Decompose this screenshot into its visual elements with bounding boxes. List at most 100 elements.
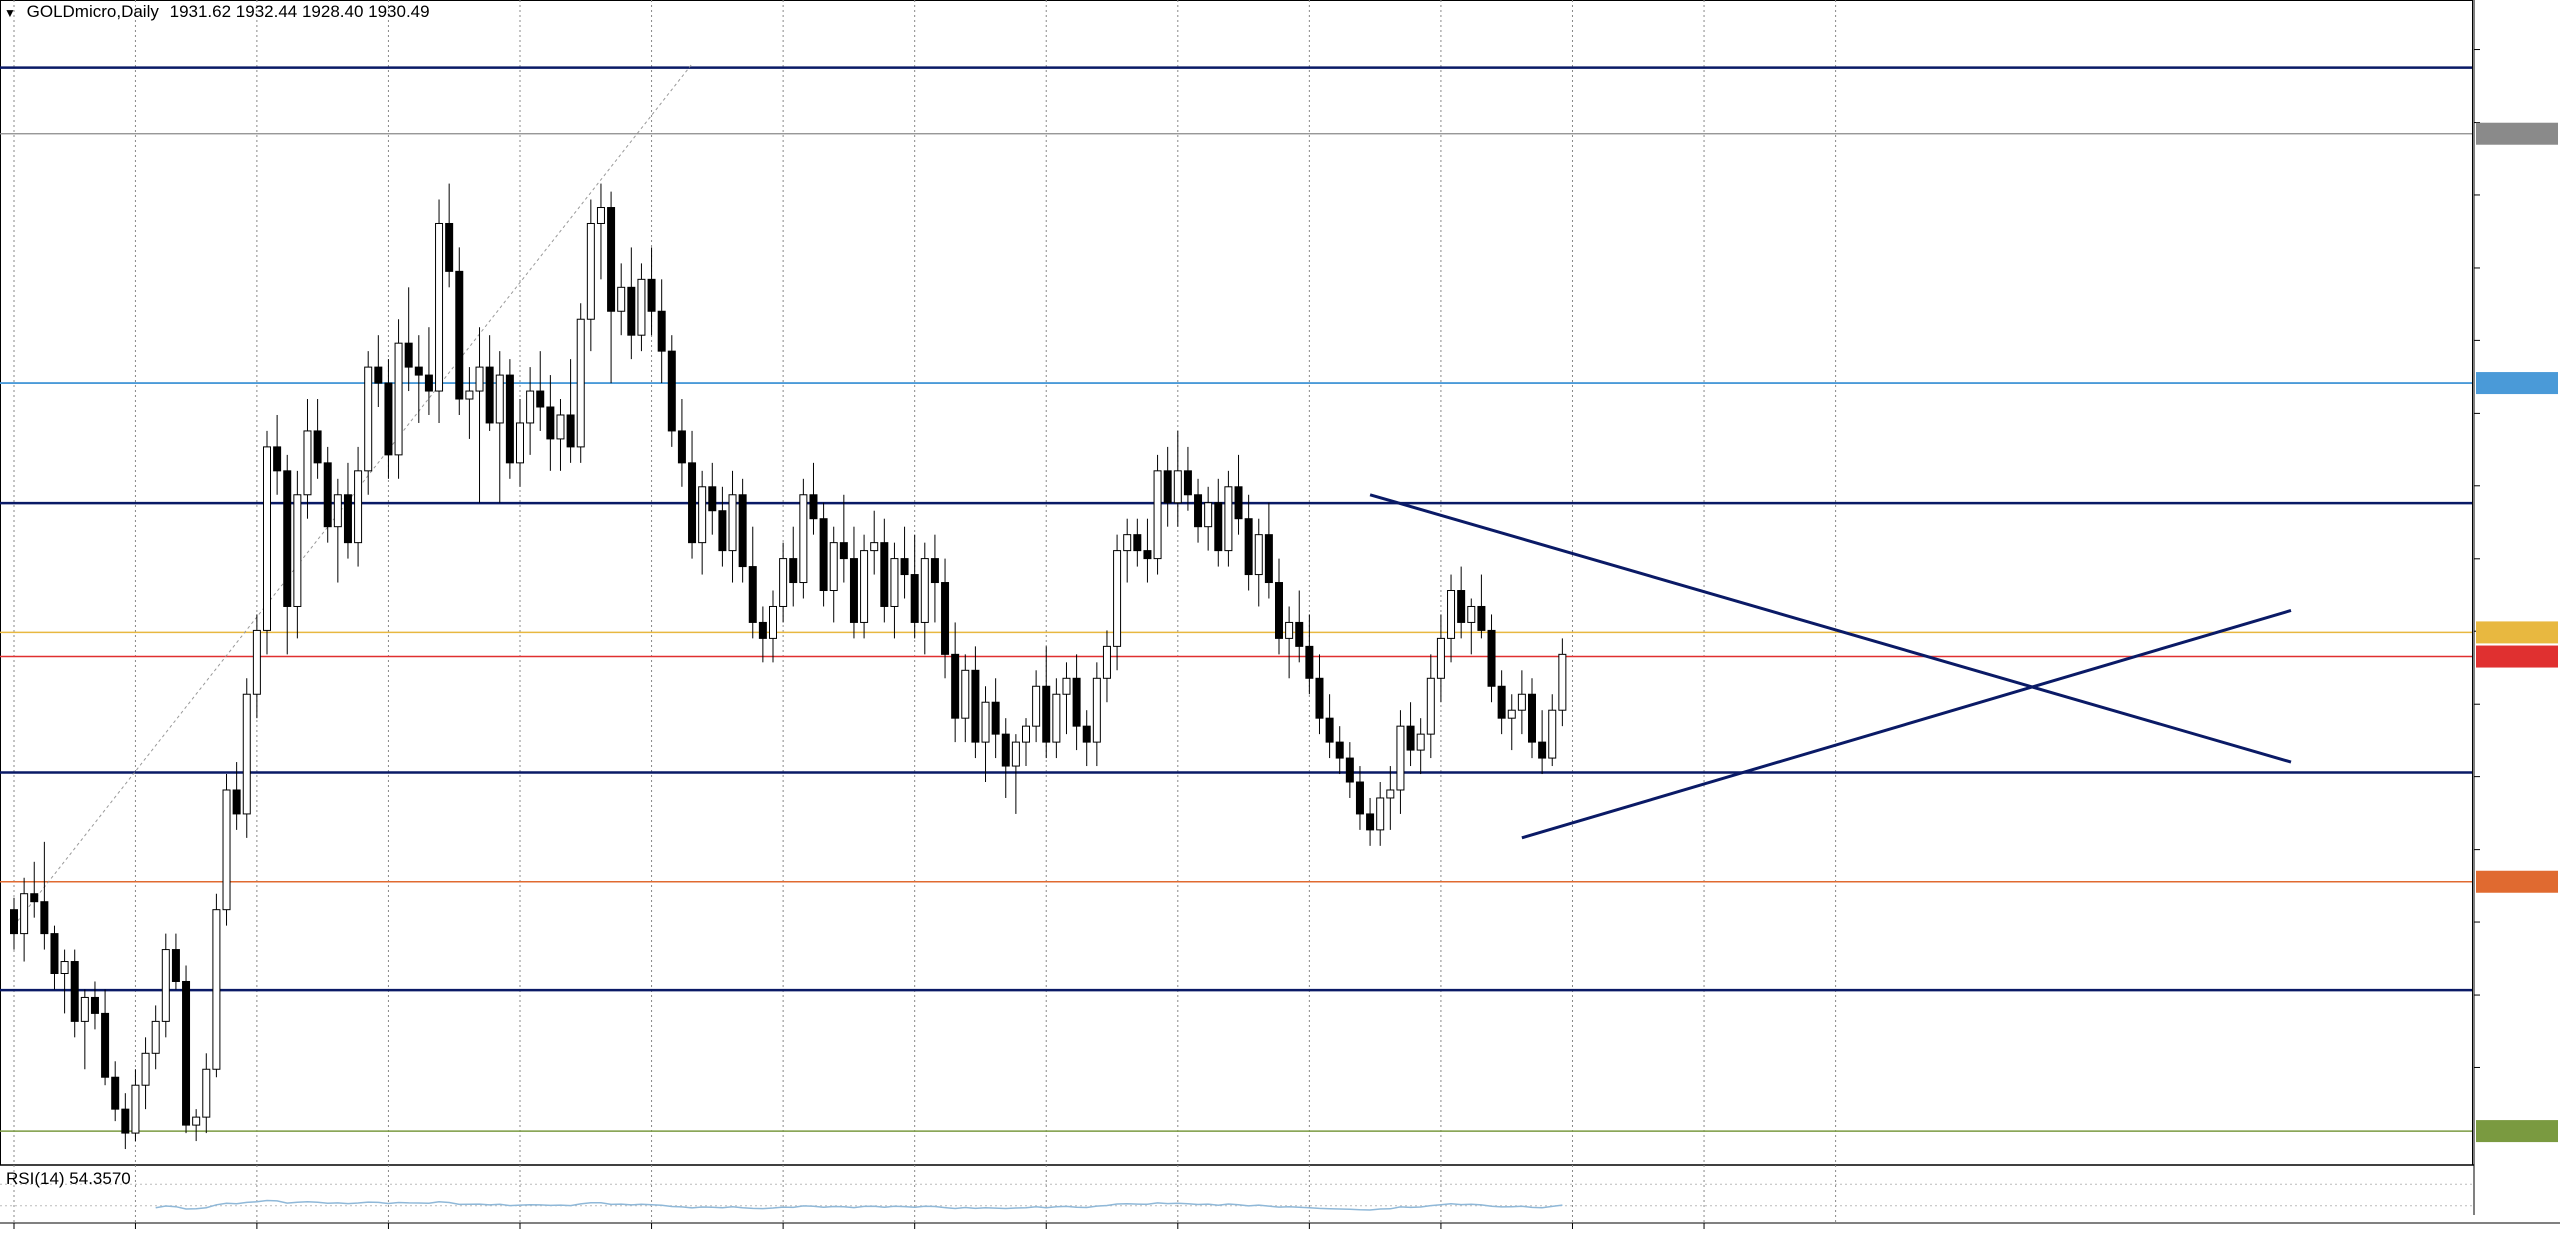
candle	[769, 590, 777, 663]
candle	[394, 319, 403, 479]
bear-candle-body	[50, 933, 59, 975]
candle	[1204, 486, 1213, 551]
candle	[161, 933, 170, 1038]
bear-candle-body	[1335, 741, 1344, 759]
candle	[586, 199, 595, 352]
dropdown-triangle-icon[interactable]: ▼	[4, 5, 16, 20]
candle	[455, 247, 464, 415]
bear-candle-body	[1133, 534, 1142, 552]
candle	[1528, 678, 1536, 759]
candle	[677, 399, 686, 487]
candle	[101, 989, 110, 1086]
bull-candle-body	[1254, 534, 1263, 576]
bear-candle-body	[971, 669, 980, 743]
candle	[1386, 766, 1395, 830]
candle	[182, 965, 191, 1134]
price-tag	[2476, 122, 2558, 145]
fib-anchor-line	[13, 63, 693, 926]
bull-candle-body	[20, 893, 29, 935]
bear-candle-body	[1487, 629, 1496, 687]
candle	[303, 399, 312, 519]
bull-candle-body	[829, 542, 838, 592]
bull-candle-body	[860, 550, 869, 623]
candle	[1153, 454, 1162, 575]
candle	[971, 646, 980, 759]
candle	[880, 518, 889, 623]
candle	[607, 191, 616, 384]
candle	[779, 542, 788, 623]
candle	[566, 359, 575, 463]
bear-candle-body	[1183, 470, 1192, 496]
bear-candle-body	[758, 621, 767, 639]
candle	[263, 430, 271, 655]
bear-candle-body	[1457, 590, 1466, 623]
bear-candle-body	[647, 278, 656, 312]
bear-candle-body	[910, 574, 919, 623]
candle	[485, 335, 494, 431]
bear-candle-body	[1194, 494, 1203, 528]
bear-candle-body	[688, 462, 697, 544]
bull-candle-body	[1102, 645, 1111, 679]
bull-candle-body	[1123, 534, 1132, 552]
bear-candle-body	[455, 270, 464, 400]
candlesticks	[10, 183, 1567, 1150]
candle	[688, 430, 697, 559]
candle	[384, 359, 393, 479]
candle	[80, 989, 89, 1070]
candle	[708, 462, 717, 535]
candle	[1102, 630, 1111, 703]
bull-candle-body	[617, 286, 626, 312]
candle	[637, 263, 646, 352]
bear-candle-body	[566, 414, 575, 448]
candle	[1396, 710, 1405, 814]
candle	[242, 678, 251, 838]
bear-candle-body	[748, 566, 757, 623]
bull-candle-body	[394, 342, 403, 456]
bear-candle-body	[1355, 781, 1364, 815]
candle	[849, 526, 858, 639]
price-axis	[2474, 49, 2480, 1068]
candle	[748, 526, 757, 639]
bull-candle-body	[192, 1116, 201, 1126]
candle	[596, 183, 605, 280]
bull-candle-body	[1467, 605, 1476, 623]
bull-candle-body	[1173, 470, 1182, 504]
candle	[1264, 502, 1273, 599]
bear-candle-body	[323, 462, 332, 528]
candle	[667, 335, 676, 447]
candle	[343, 462, 352, 559]
candle	[1285, 606, 1294, 679]
candle	[1123, 518, 1132, 583]
candle	[1517, 670, 1526, 735]
bear-candle-body	[667, 350, 676, 432]
bear-candle-body	[445, 222, 454, 272]
bull-candle-body	[981, 701, 990, 743]
candle	[961, 654, 970, 743]
bull-candle-body	[354, 470, 363, 544]
chart-header: ▼ GOLDmicro,Daily 1931.62 1932.44 1928.4…	[4, 0, 430, 24]
bear-candle-body	[40, 901, 49, 935]
bear-candle-body	[182, 980, 191, 1126]
trendline	[1369, 493, 2292, 764]
candle	[293, 470, 302, 639]
bull-candle-body	[1153, 470, 1162, 560]
bear-candle-body	[1497, 685, 1506, 719]
bear-candle-body	[404, 342, 413, 368]
bull-candle-body	[1436, 637, 1445, 679]
candle	[1295, 590, 1304, 663]
candle	[576, 303, 585, 463]
candle	[111, 1061, 120, 1122]
candle	[1447, 574, 1456, 663]
candle	[141, 1037, 150, 1110]
bull-candle-body	[475, 366, 484, 392]
candle	[323, 446, 332, 543]
bull-candle-body	[263, 446, 271, 631]
candle	[789, 526, 798, 607]
bear-candle-body	[111, 1076, 120, 1110]
candle	[860, 534, 869, 639]
candle	[799, 478, 808, 599]
bull-candle-body	[920, 558, 929, 623]
bear-candle-body	[1538, 741, 1547, 759]
candle	[121, 1093, 130, 1150]
